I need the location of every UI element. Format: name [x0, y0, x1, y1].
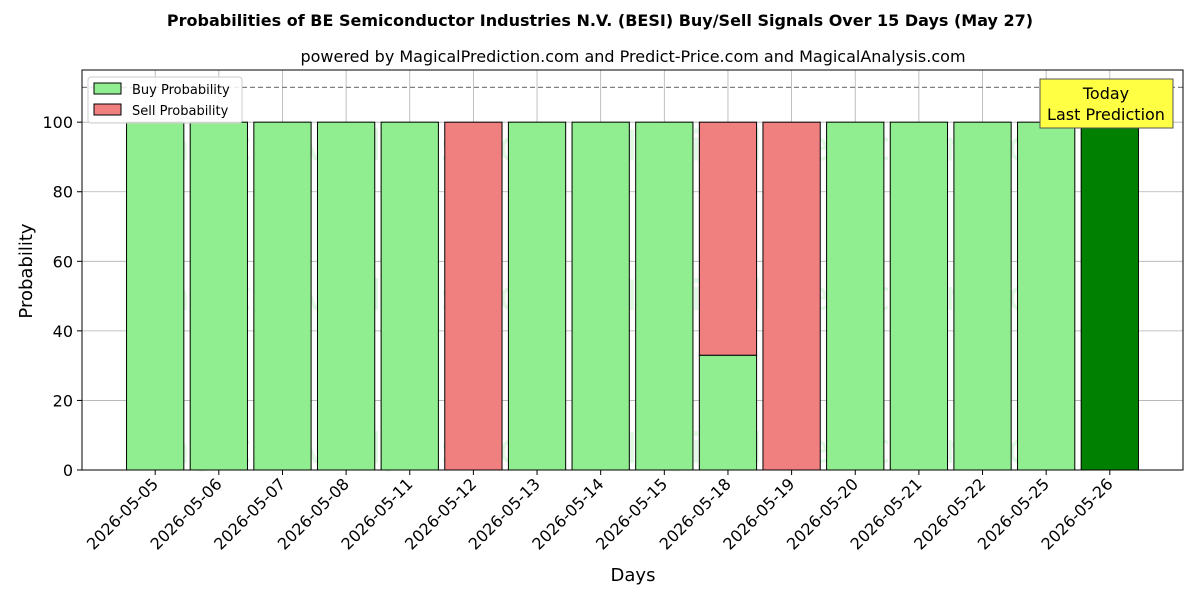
- y-tick-label: 0: [63, 461, 73, 480]
- y-tick-label: 80: [53, 183, 73, 202]
- y-axis-label: Probability: [16, 223, 37, 318]
- legend: Buy Probability Sell Probability: [87, 76, 243, 124]
- buy-bar: [571, 121, 630, 471]
- annotation-line-1: Today: [1082, 84, 1129, 103]
- x-axis-ticks: 2026-05-052026-05-062026-05-072026-05-08…: [83, 470, 1117, 554]
- annotation-line-2: Last Prediction: [1047, 105, 1165, 124]
- buy-bar: [953, 121, 1012, 471]
- annotation-box: [1039, 78, 1174, 129]
- y-tick-label: 20: [53, 391, 73, 410]
- y-tick-label: 100: [42, 113, 73, 132]
- y-axis-ticks: 0 20 40 60 80 100: [42, 113, 82, 480]
- sell-bar: [444, 121, 503, 471]
- legend-box: [87, 76, 243, 124]
- chart-title: Probabilities of BE Semiconductor Indust…: [167, 11, 1033, 30]
- y-tick-label: 40: [53, 322, 73, 341]
- buy-bar: [889, 121, 949, 471]
- sell-bar: [698, 121, 758, 356]
- buy-bar: [698, 354, 758, 471]
- buy-bar: [253, 121, 312, 471]
- buy-bar: [380, 121, 439, 471]
- bars: [126, 121, 1139, 471]
- buy-bar: [826, 121, 885, 471]
- sell-bar: [762, 121, 821, 471]
- x-axis-label: Days: [611, 565, 656, 586]
- buy-bar: [1017, 121, 1076, 471]
- legend-swatch: [93, 103, 122, 116]
- legend-label: Sell Probability: [132, 104, 229, 119]
- today-annotation: Today Last Prediction: [1039, 78, 1174, 129]
- legend-swatch: [93, 82, 122, 95]
- buy-bar: [635, 121, 694, 471]
- y-tick-label: 60: [53, 252, 73, 271]
- plot-frame: [81, 69, 1184, 471]
- chart-subtitle: powered by MagicalPrediction.com and Pre…: [300, 47, 965, 66]
- buy-bar: [189, 121, 248, 471]
- buy-bar: [316, 121, 376, 471]
- legend-label: Buy Probability: [132, 83, 230, 98]
- buy-bar: [1080, 121, 1139, 471]
- buy-bar: [126, 121, 185, 471]
- buy-bar: [507, 121, 567, 471]
